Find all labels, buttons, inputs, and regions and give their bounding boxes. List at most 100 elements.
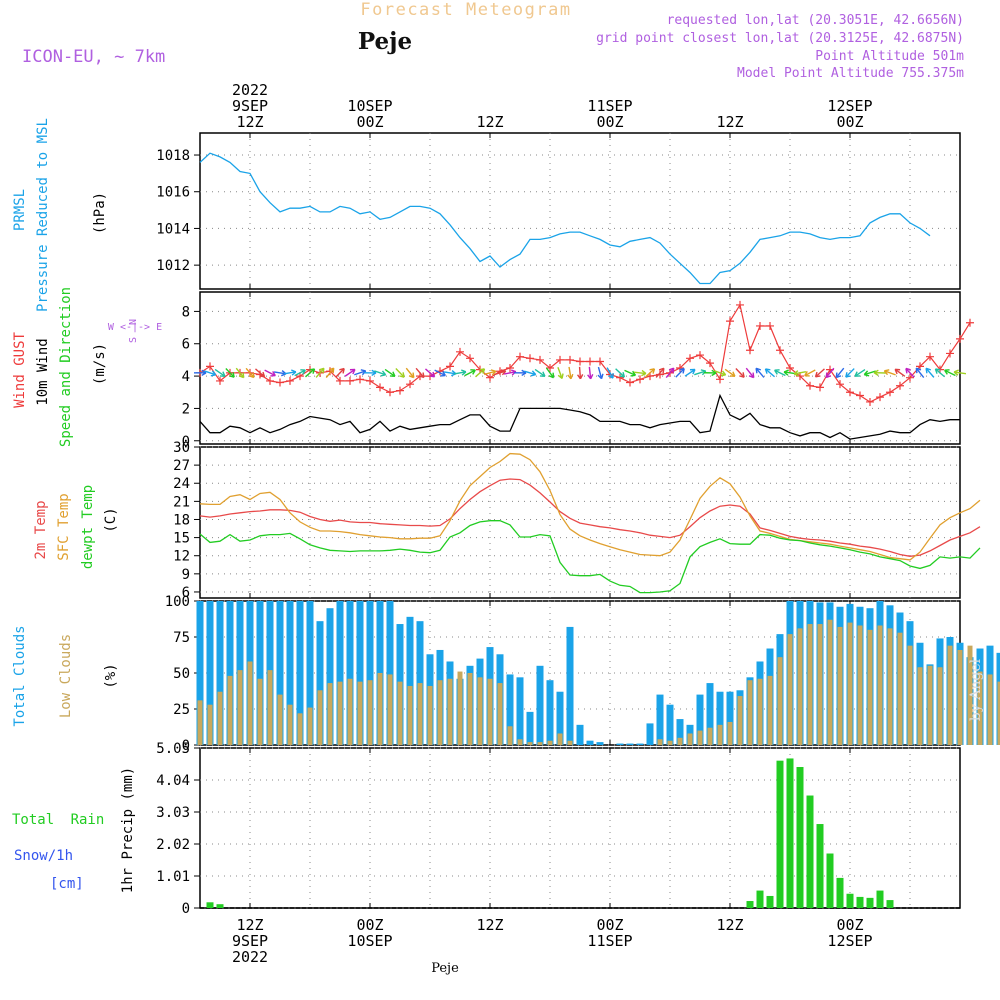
wind-arrow-head: [548, 372, 555, 379]
requested-coordinates: requested lon,lat (20.3051E, 42.6656N): [667, 13, 964, 28]
wind-arrow-head: [408, 372, 415, 379]
gust-marker: [206, 362, 214, 371]
wind-direction-arrow: [464, 369, 476, 377]
wind-arrow-head: [608, 373, 614, 379]
wind-direction-arrow: [825, 367, 835, 378]
low-cloud-bar: [427, 685, 433, 745]
gust-marker: [366, 376, 374, 385]
total-cloud-bar: [546, 680, 554, 745]
bottom-time-label: 9SEP: [232, 932, 268, 950]
temperature-ytick-label: 18: [173, 512, 190, 528]
wind-direction-arrow: [225, 368, 235, 378]
wind-direction-arrow: [255, 368, 265, 378]
precip-labels: Total Rain Snow/1h [cm] 1hr Precip (mm): [12, 767, 136, 893]
wind-arrow-head: [825, 372, 832, 379]
wind-direction-arrow: [597, 366, 603, 379]
gust-marker: [946, 349, 954, 358]
wind-direction-arrow: [484, 370, 496, 376]
temperature-labels: 2m Temp SFC Temp dewpt Temp (C): [33, 485, 119, 569]
wind-arrow-head: [259, 371, 266, 378]
low-cloud-bar: [477, 677, 483, 745]
wind-direction-arrow: [694, 370, 706, 376]
precipitation-frame: [199, 747, 961, 909]
wind-ytick-label: 2: [182, 401, 190, 417]
wind-arrow-head: [854, 371, 861, 377]
low-cloud-bar: [197, 700, 203, 745]
low-cloud-bar: [447, 678, 453, 745]
gust-marker: [716, 375, 724, 384]
wind-arrow-head: [764, 368, 771, 374]
total-clouds-label: Total Clouds: [12, 625, 28, 726]
low-cloud-bar: [937, 667, 943, 745]
rain-bar: [846, 893, 854, 908]
gust-marker: [486, 373, 494, 382]
low-cloud-bar: [857, 625, 863, 745]
wind-arrow-head: [328, 367, 335, 374]
gridpoint-coordinates: grid point closest lon,lat (20.3125E, 42…: [596, 31, 964, 46]
low-cloud-bar: [877, 625, 883, 745]
low-cloud-bar: [917, 667, 923, 745]
wind-direction-arrow: [305, 368, 315, 378]
wind-arrow-head: [720, 370, 727, 377]
wind-arrow-head: [894, 368, 901, 375]
total-cloud-bar: [366, 601, 374, 745]
temperature-ytick-label: 21: [173, 494, 190, 510]
total-cloud-bar: [326, 608, 334, 745]
wind-gust-line: [199, 303, 971, 403]
gust-marker: [636, 375, 644, 384]
wind-ytick-label: 8: [182, 304, 190, 320]
wind-direction-arrow: [344, 368, 356, 377]
pressure-ytick-label: 1012: [156, 258, 190, 274]
wind-direction-arrow: [557, 366, 563, 379]
wind-arrow-head: [630, 370, 637, 377]
wind-arrow-head: [873, 369, 879, 376]
clouds-ytick-label: 50: [173, 666, 190, 682]
wind-arrow-head: [649, 368, 656, 374]
low-cloud-bar: [807, 624, 813, 745]
wind-direction-arrow: [588, 366, 592, 379]
low-cloud-bar: [977, 671, 983, 745]
dewpt-label: dewpt Temp: [80, 485, 96, 569]
gust-marker: [566, 355, 574, 364]
rain-bar: [756, 890, 764, 908]
top-time-label: 00Z: [596, 113, 623, 131]
bottom-time-label: 00Z: [596, 916, 623, 934]
wind-direction-arrow: [273, 371, 287, 375]
total-cloud-bar: [716, 691, 724, 745]
rain-bar: [216, 904, 224, 908]
gust-marker: [446, 362, 454, 371]
rain-bar: [206, 902, 214, 908]
low-cloud-bar: [357, 681, 363, 745]
low-cloud-bar: [307, 707, 313, 745]
wind-direction-arrow: [425, 368, 435, 378]
gust-marker: [766, 321, 774, 330]
low-cloud-bar: [657, 739, 663, 745]
total-cloud-bar: [256, 601, 264, 745]
gust-marker: [356, 375, 364, 384]
low-cloud-bar: [717, 724, 723, 745]
gust-marker: [756, 321, 764, 330]
low-cloud-bar: [707, 727, 713, 745]
wind-ytick-label: 6: [182, 337, 190, 353]
wind-arrow-head: [371, 369, 377, 377]
chart-title: Forecast Meteogram: [360, 0, 571, 20]
wind-direction-arrow: [325, 367, 335, 378]
gust-marker: [956, 334, 964, 343]
clouds-ytick-label: 25: [173, 702, 190, 718]
low-cloud-bar: [737, 696, 743, 745]
low-cloud-bar: [367, 680, 373, 745]
wind-arrow-head: [576, 374, 584, 380]
total-cloud-bar: [536, 665, 544, 745]
low-cloud-bar: [897, 632, 903, 745]
precipitation-ytick-label: 2.02: [156, 837, 190, 853]
low-cloud-bar: [907, 645, 913, 745]
gust-marker: [276, 378, 284, 387]
low-cloud-bar: [527, 742, 533, 745]
precipitation-ytick-label: 0: [182, 901, 190, 917]
total-cloud-bar: [206, 601, 214, 745]
bottom-time-label: 00Z: [356, 916, 383, 934]
rain-bar: [786, 758, 794, 908]
pressure-ytick-label: 1014: [156, 221, 190, 237]
wind-arrow-head: [925, 367, 932, 374]
precipitation-ytick-label: 4.04: [156, 773, 190, 789]
